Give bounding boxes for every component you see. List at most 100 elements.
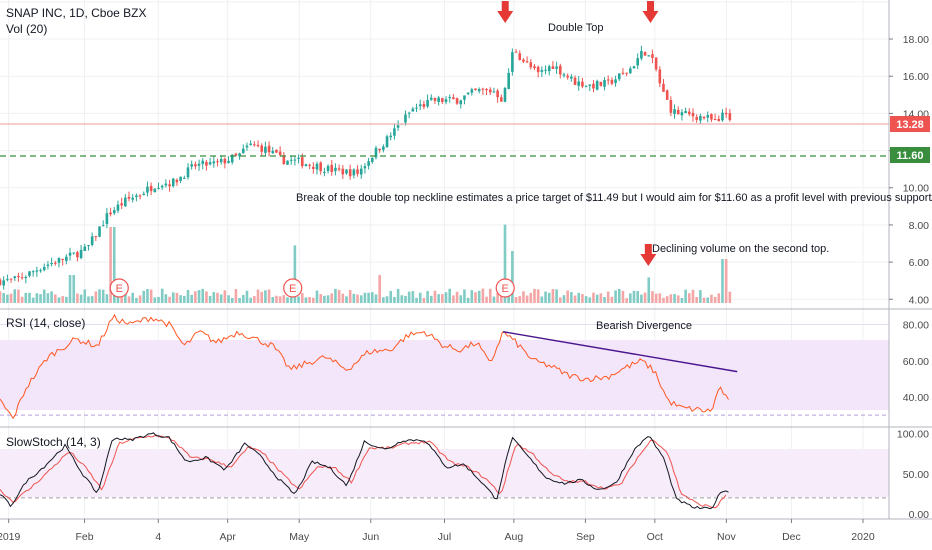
candle-body — [629, 68, 632, 74]
candle-body — [433, 97, 437, 101]
candle-body — [713, 119, 717, 121]
volume-bar — [79, 294, 83, 303]
candle-body — [359, 168, 363, 175]
volume-bar — [643, 292, 647, 303]
volume-annotation: Declining volume on the second top. — [652, 243, 829, 255]
earnings-marker — [109, 278, 129, 298]
volume-bar — [632, 290, 636, 303]
double-top-annotation: Double Top — [548, 22, 603, 34]
candle-body — [492, 91, 496, 93]
candle-body — [562, 74, 566, 76]
candle-body — [260, 145, 264, 152]
volume-bar — [429, 295, 433, 303]
candle-body — [706, 115, 710, 118]
volume-bar — [389, 290, 393, 303]
price-tick-label: 16.00 — [903, 71, 929, 83]
candle-body — [116, 204, 120, 211]
volume-bar — [124, 293, 127, 303]
volume-bar — [448, 288, 452, 303]
candle-body — [334, 167, 337, 172]
candle-body — [702, 116, 706, 119]
volume-bar — [282, 295, 286, 303]
support-badge-text: 11.60 — [897, 150, 924, 162]
volume-bar — [76, 293, 79, 303]
price-tick-label: 6.00 — [909, 257, 930, 269]
candlesticks — [0, 45, 732, 290]
candle-body — [503, 88, 507, 102]
time-tick-label: Feb — [76, 531, 94, 543]
candle-body — [68, 252, 72, 256]
candle-body — [500, 97, 503, 102]
price-arrow — [497, 1, 514, 24]
volume-bar — [555, 289, 558, 303]
candle-body — [79, 249, 83, 258]
candle-body — [474, 88, 477, 90]
candle-body — [300, 157, 304, 167]
volume-bar — [72, 275, 76, 303]
volume-bar — [584, 296, 588, 303]
candle-body — [179, 176, 182, 181]
price-tick-label: 10.00 — [903, 183, 929, 195]
volume-bar — [426, 291, 429, 303]
candle-body — [50, 262, 53, 265]
candle-body — [570, 76, 573, 79]
volume-bar — [227, 295, 230, 303]
candle-body — [665, 90, 669, 100]
volume-bar — [9, 293, 13, 303]
candle-body — [245, 145, 249, 148]
earnings-marker-label: E — [289, 283, 296, 295]
volume-bar — [190, 294, 193, 303]
candle-body — [297, 157, 300, 159]
candle-body — [680, 112, 684, 116]
rsi-line — [0, 313, 729, 420]
candle-body — [463, 95, 466, 100]
volume-bar — [334, 288, 337, 303]
candle-body — [223, 158, 227, 164]
candle-body — [275, 149, 278, 153]
candle-body — [249, 143, 252, 145]
volume-bar — [455, 291, 459, 303]
candle-body — [24, 276, 28, 279]
volume-bar — [558, 297, 562, 303]
last-price-badge-text: 13.28 — [896, 119, 924, 131]
candle-body — [6, 279, 9, 281]
time-tick-label: 2019 — [0, 531, 21, 543]
volume-bar — [562, 295, 566, 303]
volume-bar — [146, 288, 149, 303]
volume-bar — [201, 288, 205, 303]
candle-body — [61, 258, 64, 260]
volume-bar — [208, 295, 212, 303]
chart-title: SNAP INC, 1D, Cboe BZX — [6, 6, 147, 20]
volume-bar — [341, 293, 345, 303]
volume-bar — [57, 297, 61, 303]
candle-body — [691, 112, 695, 117]
volume-bar — [536, 289, 540, 303]
volume-bar — [511, 251, 514, 303]
candle-body — [728, 113, 732, 120]
volume-bar — [330, 293, 334, 303]
candle-body — [555, 66, 558, 69]
price-arrow — [642, 1, 659, 24]
volume-bar — [444, 292, 448, 303]
candle-body — [39, 270, 42, 272]
volume-bar — [636, 291, 639, 303]
volume-bar — [179, 295, 182, 303]
candle-body — [684, 110, 687, 113]
candle-body — [396, 125, 400, 128]
candle-body — [640, 50, 643, 59]
candle-body — [614, 79, 617, 83]
volume-bar — [566, 290, 569, 303]
candle-body — [455, 98, 459, 104]
candle-body — [540, 70, 544, 72]
candle-body — [551, 66, 555, 69]
volume-bar — [149, 289, 153, 303]
volume-bar — [662, 297, 665, 303]
candle-body — [234, 153, 238, 156]
candle-body — [168, 184, 171, 187]
candle-body — [308, 164, 311, 166]
volume-bar — [289, 293, 293, 303]
volume-bar — [319, 294, 322, 303]
candle-body — [293, 159, 297, 161]
candle-body — [72, 252, 76, 254]
